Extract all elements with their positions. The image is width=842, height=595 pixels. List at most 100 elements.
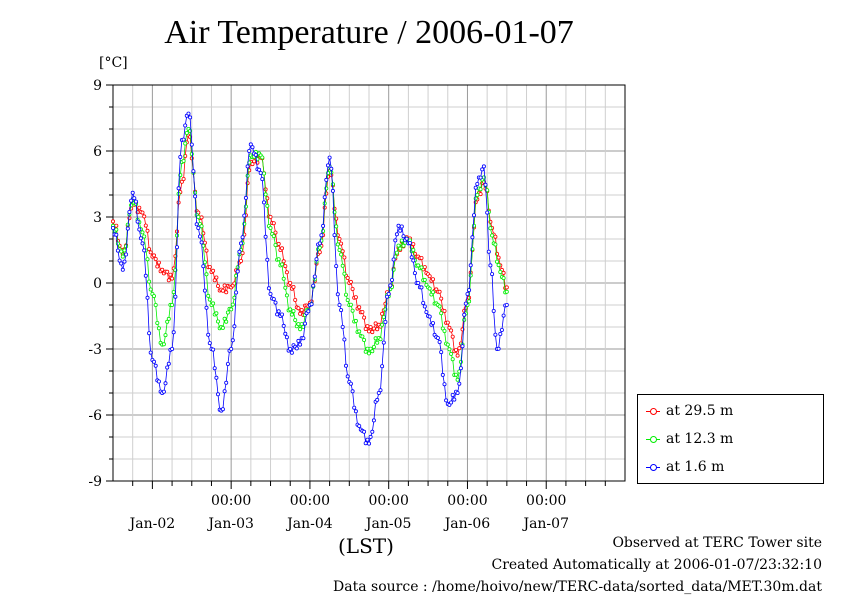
data-point [114, 232, 119, 237]
data-point [133, 199, 138, 204]
data-point [263, 192, 268, 197]
data-point [242, 213, 247, 218]
data-point [273, 300, 278, 305]
legend-label: at 12.3 m [666, 431, 734, 447]
data-point [178, 154, 183, 159]
data-point [370, 349, 375, 354]
data-point [181, 158, 186, 163]
legend-item-1-6m: at 1.6 m [646, 457, 724, 477]
data-point [166, 316, 171, 321]
data-point [488, 263, 493, 268]
data-point [409, 255, 414, 260]
data-point [222, 316, 227, 321]
data-point [407, 240, 412, 245]
data-point [215, 283, 220, 288]
data-point [375, 327, 380, 332]
data-point [427, 314, 432, 319]
data-point [491, 308, 496, 313]
data-point [275, 312, 280, 317]
data-point [499, 327, 504, 332]
data-point [147, 331, 152, 336]
data-point [142, 214, 147, 219]
data-point [229, 346, 234, 351]
data-point [163, 381, 168, 386]
data-point [170, 276, 175, 281]
data-point [214, 275, 219, 280]
data-point [148, 287, 153, 292]
data-point [224, 290, 229, 295]
data-point [440, 372, 445, 377]
data-point [470, 235, 475, 240]
data-point [215, 319, 220, 324]
data-point [342, 337, 347, 342]
data-point [230, 302, 235, 307]
data-point [309, 302, 314, 307]
data-point [179, 179, 184, 184]
data-point [312, 274, 317, 279]
data-point [207, 297, 212, 302]
data-point [368, 325, 373, 330]
data-point [271, 234, 276, 239]
data-point [329, 166, 334, 171]
data-point [366, 351, 371, 356]
data-point [386, 291, 391, 296]
data-point [365, 346, 370, 351]
data-point [206, 332, 211, 337]
data-point [481, 164, 486, 169]
data-point [411, 242, 416, 247]
data-point [238, 241, 243, 246]
data-point [416, 280, 421, 285]
data-point [453, 372, 458, 377]
data-point [483, 182, 488, 187]
data-point [222, 389, 227, 394]
data-point [455, 390, 460, 395]
data-point [504, 289, 509, 294]
x-tick-label-time: 00:00 [526, 493, 566, 509]
data-point [450, 334, 455, 339]
legend-label: at 1.6 m [666, 459, 725, 475]
data-point [337, 302, 342, 307]
data-point [496, 346, 501, 351]
data-point [317, 241, 322, 246]
data-point [173, 294, 178, 299]
data-point [439, 350, 444, 355]
data-point [174, 245, 179, 250]
data-point [151, 253, 156, 258]
data-point [380, 311, 385, 316]
data-point [257, 167, 262, 172]
data-point [204, 248, 209, 253]
data-point [294, 346, 299, 351]
data-point [350, 308, 355, 313]
data-point [202, 288, 207, 293]
data-point [337, 236, 342, 241]
data-point [339, 252, 344, 257]
data-point [463, 301, 468, 306]
data-point [311, 283, 316, 288]
data-point [132, 196, 137, 201]
data-point [204, 272, 209, 277]
data-point [352, 405, 357, 410]
data-point [422, 304, 427, 309]
data-point [201, 264, 206, 269]
data-point [363, 349, 368, 354]
data-point [281, 259, 286, 264]
data-point [380, 322, 385, 327]
data-point [248, 142, 253, 147]
data-point [376, 390, 381, 395]
data-point [453, 348, 458, 353]
data-point [373, 336, 378, 341]
data-point [357, 305, 362, 310]
data-point [250, 145, 255, 150]
data-point [273, 242, 278, 247]
data-point [334, 224, 339, 229]
x-tick-label-date: Jan-06 [443, 516, 491, 532]
data-point [245, 164, 250, 169]
data-point [268, 291, 273, 296]
data-point [357, 423, 362, 428]
data-point [155, 320, 160, 325]
data-point [381, 315, 386, 320]
data-point [381, 340, 386, 345]
y-tick-label: -9 [88, 474, 102, 490]
data-point [124, 244, 129, 249]
data-point [260, 177, 265, 182]
